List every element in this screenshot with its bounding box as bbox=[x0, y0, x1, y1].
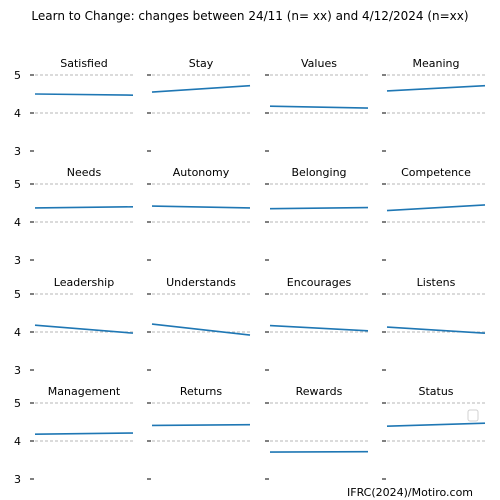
y-tick-label: 5 bbox=[14, 397, 21, 410]
credit-text: IFRC(2024)/Motiro.com bbox=[347, 486, 474, 499]
y-tick-label: 4 bbox=[14, 216, 21, 229]
y-tick-label: 5 bbox=[14, 69, 21, 82]
panel-stay: Stay bbox=[147, 57, 251, 152]
panel-title: Meaning bbox=[413, 57, 460, 70]
panel-title: Satisfied bbox=[60, 57, 108, 70]
series-line-management bbox=[34, 432, 134, 435]
chart-title: Learn to Change: changes between 24/11 (… bbox=[31, 9, 468, 23]
panel-title: Values bbox=[301, 57, 337, 70]
y-tick-label: 5 bbox=[14, 288, 21, 301]
y-tick-label: 3 bbox=[14, 364, 21, 377]
panel-title: Status bbox=[418, 385, 453, 398]
panel-leadership: Leadership 3 4 5 bbox=[14, 276, 134, 377]
series-line-values bbox=[269, 105, 369, 109]
series-line-listens bbox=[386, 326, 486, 334]
y-tick-label: 3 bbox=[14, 254, 21, 267]
panel-encourages: Encourages bbox=[265, 276, 369, 371]
series-line-autonomy bbox=[151, 205, 251, 209]
panel-title: Leadership bbox=[54, 276, 114, 289]
panel-grid: Satisfied 3 4 5 Stay Values Meaning Needs 3 4 5 Aut… bbox=[14, 57, 486, 486]
panel-satisfied: Satisfied 3 4 5 bbox=[14, 57, 134, 158]
panel-title: Management bbox=[48, 385, 121, 398]
series-line-returns bbox=[151, 423, 251, 427]
panel-needs: Needs 3 4 5 bbox=[14, 166, 134, 267]
panel-meaning: Meaning bbox=[382, 57, 486, 152]
legend-box bbox=[467, 409, 479, 422]
y-tick-label: 3 bbox=[14, 473, 21, 486]
panel-title: Listens bbox=[417, 276, 456, 289]
series-line-belonging bbox=[269, 206, 369, 210]
panel-title: Understands bbox=[166, 276, 236, 289]
panel-competence: Competence bbox=[382, 166, 486, 261]
series-line-meaning bbox=[386, 84, 486, 92]
panel-title: Autonomy bbox=[173, 166, 230, 179]
panel-title: Encourages bbox=[287, 276, 352, 289]
panel-returns: Returns bbox=[147, 385, 251, 480]
panel-management: Management 3 4 5 bbox=[14, 385, 134, 486]
series-line-competence bbox=[386, 204, 486, 212]
series-line-status bbox=[386, 422, 486, 427]
y-tick-label: 4 bbox=[14, 326, 21, 339]
panel-rewards: Rewards bbox=[265, 385, 369, 480]
panel-title: Competence bbox=[401, 166, 471, 179]
panel-values: Values bbox=[265, 57, 369, 152]
series-line-encourages bbox=[269, 324, 369, 332]
panel-title: Belonging bbox=[291, 166, 346, 179]
panel-title: Stay bbox=[189, 57, 214, 70]
panel-status: Status bbox=[382, 385, 486, 480]
panel-understands: Understands bbox=[147, 276, 251, 371]
panel-title: Rewards bbox=[296, 385, 343, 398]
series-line-needs bbox=[34, 206, 134, 209]
y-tick-label: 5 bbox=[14, 178, 21, 191]
panel-title: Returns bbox=[180, 385, 223, 398]
series-line-understands bbox=[151, 323, 251, 336]
panel-title: Needs bbox=[67, 166, 102, 179]
panel-autonomy: Autonomy bbox=[147, 166, 251, 261]
panel-listens: Listens bbox=[382, 276, 486, 371]
y-tick-label: 4 bbox=[14, 107, 21, 120]
panel-belonging: Belonging bbox=[265, 166, 369, 261]
y-tick-label: 3 bbox=[14, 145, 21, 158]
series-line-satisfied bbox=[34, 93, 134, 96]
series-line-stay bbox=[151, 84, 251, 93]
series-line-leadership bbox=[34, 324, 134, 334]
y-tick-label: 4 bbox=[14, 435, 21, 448]
